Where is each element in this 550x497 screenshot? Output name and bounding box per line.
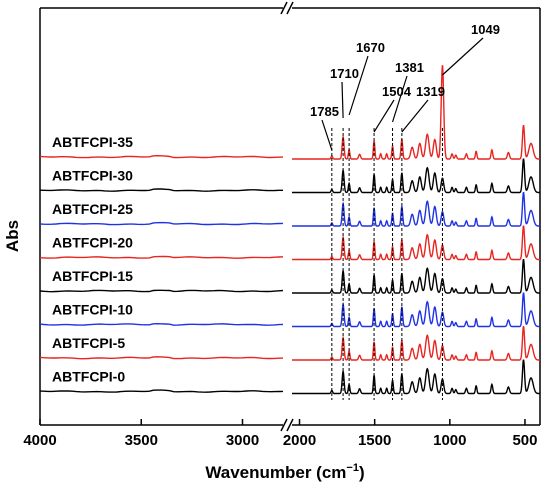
series-labels: ABTFCPI-35 ABTFCPI-30 ABTFCPI-25 ABTFCPI-20… xyxy=(52,134,133,385)
series-label: ABTFCPI-30 xyxy=(52,168,133,184)
peak-label: 1504 xyxy=(382,84,412,99)
series-line-high-ABTFCPI-0 xyxy=(39,389,284,393)
peak-arrow xyxy=(442,37,484,76)
axis-break-top-a xyxy=(280,1,288,15)
series-line-ABTFCPI-30 xyxy=(292,158,540,194)
spectra-group xyxy=(39,65,540,395)
peak-arrow xyxy=(348,55,369,116)
peak-arrow xyxy=(341,81,344,119)
peak-label: 1381 xyxy=(395,60,424,75)
x-ticks: 4000 3500 3000 2000 1500 1000 500 xyxy=(23,419,537,449)
series-line-ABTFCPI-35 xyxy=(292,65,540,160)
series-line-high-ABTFCPI-10 xyxy=(39,322,284,326)
x-axis-title-close: ) xyxy=(359,463,365,482)
x-tick-label: 2000 xyxy=(283,432,316,449)
series-line-high-ABTFCPI-35 xyxy=(39,154,284,159)
series-line-ABTFCPI-0 xyxy=(292,359,540,395)
x-axis-title: Wavenumber (cm−1) xyxy=(205,462,364,482)
axis-break-top-b xyxy=(286,1,294,15)
peak-label: 1785 xyxy=(310,104,339,119)
peak-arrow xyxy=(391,75,408,123)
peak-arrow xyxy=(373,99,395,133)
axis-break-bottom-a xyxy=(280,418,288,432)
series-line-high-ABTFCPI-15 xyxy=(39,289,284,293)
peak-arrow xyxy=(321,119,333,151)
x-tick-label: 4000 xyxy=(23,432,56,449)
peak-arrow xyxy=(401,99,429,133)
peak-label: 1049 xyxy=(471,22,500,37)
series-line-high-ABTFCPI-30 xyxy=(39,188,283,192)
peak-label: 1710 xyxy=(330,66,359,81)
peak-guides: 1785 1710 1670 1504 1381 1319 1049 xyxy=(310,22,500,400)
series-label: ABTFCPI-25 xyxy=(52,201,133,217)
x-tick-label: 3500 xyxy=(125,432,158,449)
plot-frame xyxy=(39,1,541,432)
peak-label: 1670 xyxy=(356,40,385,55)
axis-break-bottom-b xyxy=(286,418,294,432)
x-axis-title-main: Wavenumber (cm xyxy=(205,463,346,482)
series-line-ABTFCPI-15 xyxy=(292,259,540,294)
y-axis-title: Abs xyxy=(3,220,22,252)
series-label: ABTFCPI-20 xyxy=(52,235,133,251)
series-label: ABTFCPI-15 xyxy=(52,268,133,284)
series-label: ABTFCPI-10 xyxy=(52,302,133,318)
x-tick-label: 1500 xyxy=(358,432,391,449)
x-tick-label: 500 xyxy=(512,432,537,449)
x-tick-label: 1000 xyxy=(433,432,466,449)
series-label: ABTFCPI-5 xyxy=(52,335,125,351)
series-line-ABTFCPI-20 xyxy=(292,225,540,261)
series-line-high-ABTFCPI-25 xyxy=(39,221,284,226)
peak-label: 1319 xyxy=(416,84,445,99)
series-label: ABTFCPI-35 xyxy=(52,134,133,150)
series-line-high-ABTFCPI-20 xyxy=(39,255,284,259)
series-line-high-ABTFCPI-5 xyxy=(39,356,284,360)
series-line-ABTFCPI-25 xyxy=(292,192,540,227)
series-label: ABTFCPI-0 xyxy=(52,369,125,385)
series-line-ABTFCPI-5 xyxy=(292,326,540,361)
series-line-ABTFCPI-10 xyxy=(292,292,540,328)
x-tick-label: 3000 xyxy=(226,432,259,449)
x-axis-title-exponent: −1 xyxy=(346,462,359,474)
